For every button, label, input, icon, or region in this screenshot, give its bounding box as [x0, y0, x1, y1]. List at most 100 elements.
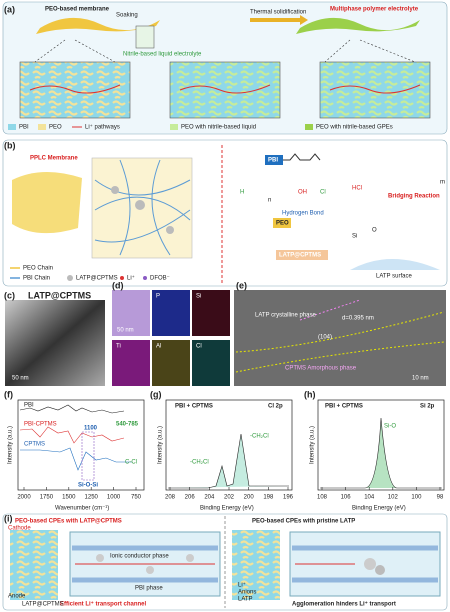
label: Si — [352, 234, 357, 240]
axis-title: Binding Energy (eV) — [200, 506, 254, 512]
label: LATP@CPTMS — [28, 290, 91, 300]
label: P — [156, 294, 160, 300]
x-tick-label: 108 — [317, 495, 328, 501]
label: Ionic conductor phase — [110, 554, 169, 560]
x-tick-label: 200 — [244, 495, 255, 501]
label: LATP@CPTMS — [279, 253, 321, 259]
legend: LATP — [238, 597, 253, 603]
panel-label: (a) — [4, 4, 15, 14]
label: 50 nm — [117, 328, 134, 334]
x-tick-label: 196 — [283, 495, 294, 501]
label: C-Cl — [125, 460, 137, 466]
x-tick-label: 1750 — [40, 495, 54, 501]
label: PBI — [268, 158, 278, 164]
label: PEO-based CPEs with pristine LATP — [252, 519, 355, 525]
label: Efficient Li⁺ transport channel — [60, 601, 147, 608]
label: PEO-based membrane — [45, 7, 110, 13]
x-tick-label: 202 — [224, 495, 235, 501]
label: n — [268, 198, 271, 204]
label: PBI + CPTMS — [175, 404, 213, 410]
panel-fgh: PBI PBI-CPTMS CPTMS 1100 540-785 Si-O-Si… — [8, 399, 445, 512]
legend: LATP@CPTMS — [22, 602, 64, 608]
legend: PEO — [49, 125, 62, 131]
label: Si 2p — [420, 404, 435, 410]
panel-a: PEO-based membrane Soaking Thermal solid… — [2, 1, 448, 135]
label: PBI phase — [135, 586, 163, 592]
label: Al — [156, 344, 161, 350]
label: (104) — [318, 335, 332, 341]
label: PEO — [276, 221, 289, 227]
label: m — [440, 180, 445, 186]
label: -CH₂Cl — [190, 460, 209, 466]
x-tick-label: 204 — [204, 495, 215, 501]
axis-title: Binding Energy (eV) — [352, 506, 406, 512]
legend: Li⁺ — [238, 582, 246, 589]
label: Bridging Reaction — [388, 194, 440, 200]
panel-label: (i) — [4, 513, 13, 523]
x-tick-label: 106 — [341, 495, 352, 501]
label: Anode — [8, 594, 26, 600]
x-tick-label: 208 — [165, 495, 176, 501]
label: Cl — [196, 344, 202, 350]
label: Cathode — [8, 526, 31, 532]
panel-label: (g) — [150, 389, 162, 399]
panel-cde: LATP@CPTMS 50 nm 50 nm P Si Ti Al Cl LAT… — [5, 290, 446, 386]
label: PBI-CPTMS — [24, 422, 57, 428]
panel-label: (d) — [112, 280, 124, 290]
x-tick-label: 1000 — [107, 495, 121, 501]
x-tick-label: 104 — [364, 495, 375, 501]
label: CPTMS Amorphous phase — [285, 366, 357, 372]
x-tick-label: 100 — [411, 495, 422, 501]
legend: PBI — [19, 125, 29, 131]
legend: PEO Chain — [23, 266, 53, 272]
x-tick-label: 1250 — [85, 495, 99, 501]
label: CPTMS — [24, 442, 45, 448]
label: Si — [196, 294, 201, 300]
panel-b: PPLC Membrane PBI m HCl Bridging Reactio… — [2, 139, 448, 287]
label: H — [240, 190, 244, 196]
label: HCl — [352, 186, 362, 192]
x-tick-label: 2000 — [17, 495, 31, 501]
legend: Li⁺ — [127, 275, 135, 282]
label: Soaking — [116, 13, 138, 19]
panel-label: (f) — [4, 389, 13, 399]
label: 1100 — [84, 426, 98, 432]
x-tick-label: 102 — [388, 495, 399, 501]
x-tick-label: 198 — [263, 495, 274, 501]
axis-title: Intensity (a.u.) — [8, 426, 14, 464]
x-tick-label: 750 — [131, 495, 142, 501]
legend: Li⁺ pathways — [85, 124, 120, 131]
label: 540-785 — [116, 422, 139, 428]
axis-title: Intensity (a.u.) — [310, 426, 316, 464]
label: Si-O — [384, 424, 396, 430]
panel-i: PEO-based CPEs with LATP@CPTMS PEO-based… — [2, 513, 448, 611]
legend: PBI Chain — [23, 276, 50, 282]
label: Agglomeration hinders Li⁺ transport — [292, 601, 396, 608]
label: 10 nm — [412, 376, 429, 382]
axis-title: Intensity (a.u.) — [158, 426, 164, 464]
label: PPLC Membrane — [30, 156, 78, 162]
legend: PEO with nitrile-based liquid — [181, 125, 256, 131]
legend: Anions — [238, 590, 256, 596]
label: OH — [298, 190, 307, 196]
label: Cl — [320, 190, 326, 196]
label: 50 nm — [12, 376, 29, 382]
label: -CH₂Cl — [250, 434, 269, 440]
axis-title: Wavenumber (cm⁻¹) — [55, 506, 109, 512]
label: O — [372, 228, 377, 234]
label: Ti — [116, 344, 121, 350]
label: Thermal solidification — [250, 10, 306, 16]
x-tick-label: 1500 — [62, 495, 76, 501]
legend: LATP@CPTMS — [76, 276, 118, 282]
label: PBI — [24, 403, 34, 409]
label: LATP surface — [376, 274, 412, 280]
x-tick-label: 98 — [437, 495, 444, 501]
label: Hydrogen Bond — [282, 211, 324, 217]
label: PBI + CPTMS — [325, 404, 363, 410]
label: Nitrile-based liquid electrolyte — [123, 52, 202, 58]
panel-label: (h) — [304, 389, 316, 399]
legend: PEO with nitrile-based GPEs — [316, 125, 393, 131]
label: Multiphase polymer electrolyte — [330, 7, 419, 13]
label: Si-O-Si — [78, 483, 98, 489]
